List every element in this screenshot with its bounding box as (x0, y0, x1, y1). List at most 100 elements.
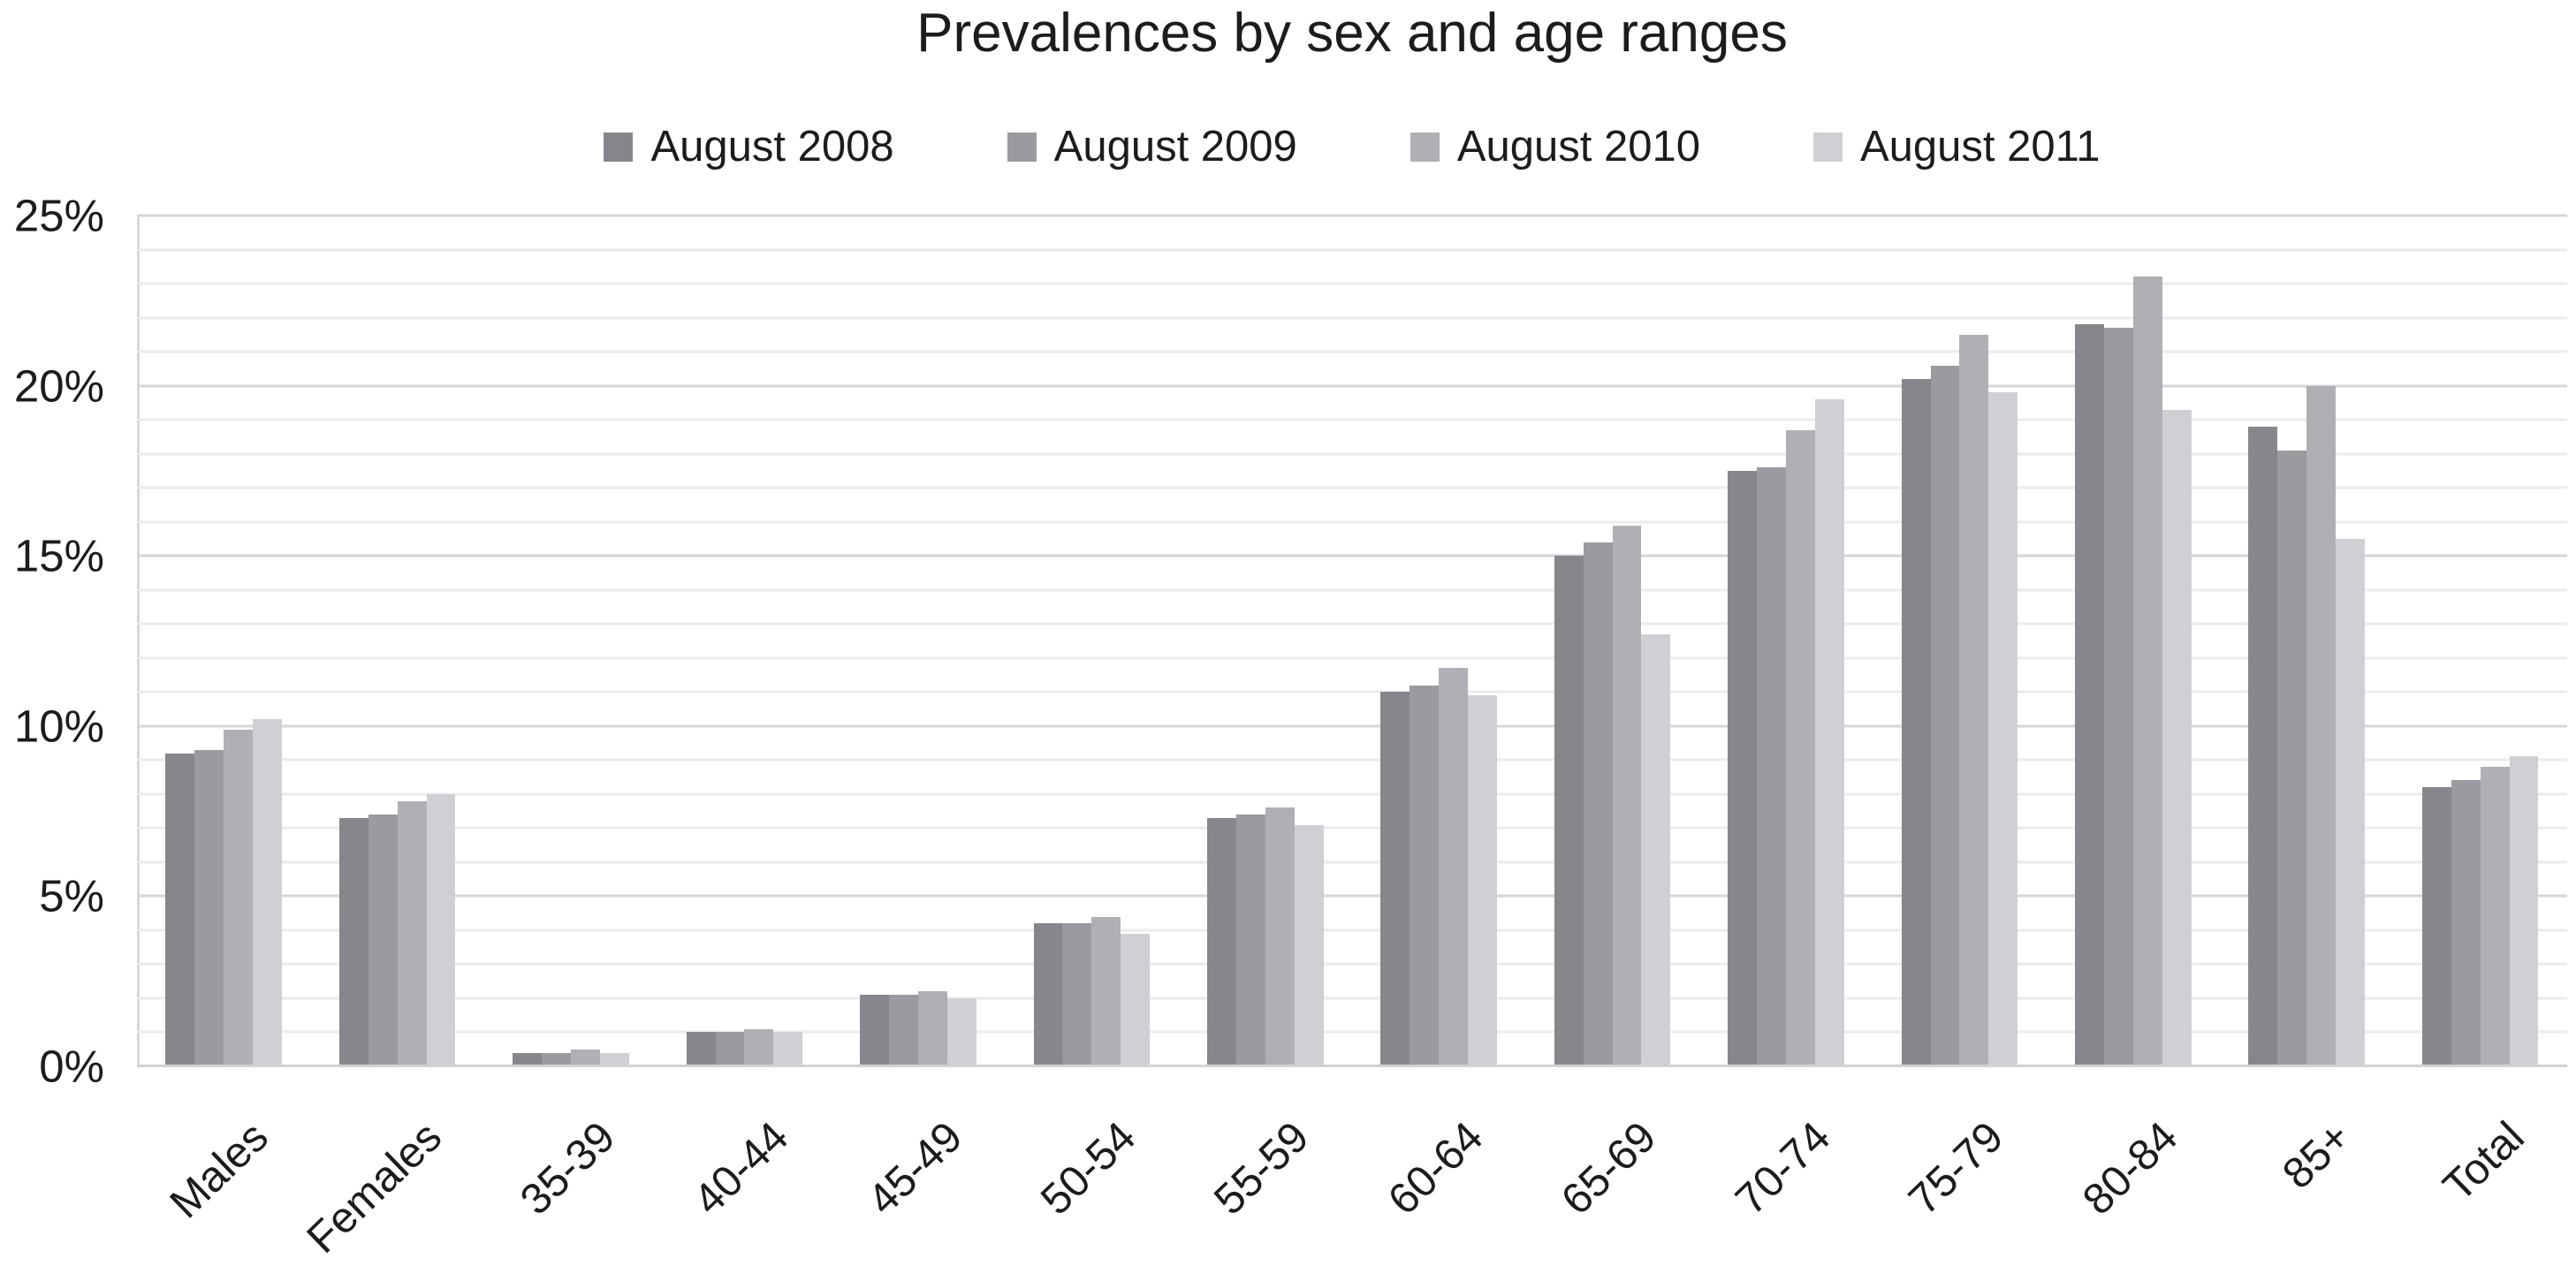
major-gridline-15pct (137, 554, 2567, 557)
bars-50-54 (1033, 216, 1151, 1066)
bars-55-59 (1206, 216, 1324, 1066)
bar-august-2008-75-79 (1901, 378, 1931, 1066)
x-tick-label-60-64: 60-64 (1379, 1112, 1493, 1224)
legend-item-august-2009: August 2009 (1007, 122, 1297, 171)
x-tick-label-35-39: 35-39 (511, 1112, 625, 1224)
bar-august-2008-80-84 (2075, 324, 2104, 1066)
x-tick-label-70-74: 70-74 (1726, 1112, 1840, 1224)
y-tick-label-25pct: 25% (13, 190, 104, 241)
bar-group-total: Total (2393, 216, 2566, 1210)
bar-august-2010-45-49 (917, 991, 947, 1066)
x-tick-label-50-54: 50-54 (1031, 1112, 1145, 1224)
x-tick-label-total: Total (2434, 1112, 2534, 1211)
bar-group-65-69: 65-69 (1525, 216, 1698, 1224)
legend: August 2008 August 2009 August 2010 August … (137, 122, 2567, 171)
x-tick-label-45-49: 45-49 (858, 1112, 972, 1224)
bar-august-2008-females (338, 817, 369, 1066)
bar-august-2009-40-44 (715, 1032, 745, 1066)
bar-august-2009-75-79 (1930, 365, 1960, 1066)
bar-group-60-64: 60-64 (1352, 216, 1525, 1224)
bar-group-males: Males (137, 216, 310, 1227)
minor-gridline-6pct (137, 860, 2567, 864)
bar-august-2011-70-74 (1814, 399, 1844, 1066)
bar-august-2011-total (2509, 756, 2539, 1066)
bar-august-2010-35-39 (571, 1049, 600, 1066)
bar-august-2009-35-39 (542, 1052, 572, 1066)
x-tick-label-females: Females (298, 1112, 451, 1263)
x-tick-label-males: Males (160, 1112, 277, 1228)
legend-item-august-2011: August 2011 (1812, 122, 2101, 171)
legend-item-august-2008: August 2008 (604, 122, 894, 171)
y-axis-tick-labels: 0% 5% 10% 15% 20% 25% (0, 191, 104, 1092)
bar-august-2009-45-49 (888, 995, 918, 1066)
bar-august-2008-45-49 (860, 995, 889, 1066)
bar-august-2009-80-84 (2103, 328, 2133, 1066)
legend-swatch-icon (604, 132, 634, 162)
plot-area: Males Females 35-39 40-44 45-49 50-54 55-59 60-… (137, 214, 2567, 1262)
bar-august-2010-females (397, 800, 427, 1066)
bar-august-2011-females (426, 793, 456, 1066)
bar-august-2008-70-74 (1728, 470, 1758, 1066)
bar-group-females: Females (298, 216, 483, 1262)
bar-august-2009-total (2451, 780, 2481, 1066)
legend-swatch-icon (1007, 132, 1037, 162)
minor-gridline-2pct (137, 997, 2567, 1000)
bars-65-69 (1554, 216, 1671, 1066)
bar-august-2010-40-44 (744, 1028, 774, 1066)
bar-august-2008-50-54 (1033, 923, 1063, 1066)
bar-august-2011-60-64 (1468, 695, 1497, 1066)
bar-group-55-59: 55-59 (1179, 216, 1352, 1224)
x-tick-label-65-69: 65-69 (1553, 1112, 1666, 1224)
bars-40-44 (686, 216, 803, 1066)
bar-august-2011-85- (2336, 538, 2366, 1066)
minor-gridline-8pct (137, 792, 2567, 796)
minor-gridline-17pct (137, 486, 2567, 489)
legend-label: August 2011 (1859, 123, 2101, 171)
bar-august-2009-65-69 (1583, 542, 1613, 1066)
bar-august-2011-45-49 (946, 997, 976, 1066)
minor-gridline-18pct (137, 452, 2567, 456)
bar-august-2011-80-84 (2162, 409, 2192, 1066)
bar-group-35-39: 35-39 (484, 216, 657, 1224)
bar-august-2009-60-64 (1410, 685, 1440, 1066)
bar-august-2009-85- (2277, 450, 2307, 1066)
bar-august-2010-50-54 (1091, 916, 1121, 1066)
legend-label: August 2009 (1053, 123, 1297, 171)
minor-gridline-23pct (137, 282, 2567, 285)
major-gridline-25pct (137, 214, 2567, 217)
bar-august-2010-65-69 (1612, 525, 1642, 1066)
bar-august-2010-60-64 (1439, 668, 1469, 1066)
bar-august-2010-70-74 (1785, 429, 1815, 1066)
bar-group-85-: 85+ (2220, 216, 2393, 1198)
bar-groups: Males Females 35-39 40-44 45-49 50-54 55-59 60-… (137, 216, 2567, 1262)
minor-gridline-4pct (137, 929, 2567, 932)
bar-august-2009-males (194, 749, 224, 1066)
major-gridline-10pct (137, 724, 2567, 728)
bar-august-2010-85- (2306, 385, 2337, 1066)
bar-august-2008-65-69 (1554, 556, 1584, 1066)
bar-august-2009-50-54 (1062, 923, 1092, 1066)
bar-august-2010-75-79 (1959, 334, 1989, 1066)
bar-august-2010-total (2480, 767, 2510, 1066)
major-gridline-5pct (137, 894, 2567, 898)
bars-females (338, 216, 456, 1066)
bar-august-2011-35-39 (599, 1052, 629, 1066)
y-tick-label-0pct: 0% (39, 1041, 104, 1092)
x-tick-label-40-44: 40-44 (685, 1112, 798, 1224)
bars-60-64 (1380, 216, 1497, 1066)
minor-gridline-11pct (137, 690, 2567, 694)
minor-gridline-14pct (137, 588, 2567, 592)
minor-gridline-16pct (137, 520, 2567, 524)
major-gridline-20pct (137, 384, 2567, 388)
bar-august-2011-65-69 (1641, 633, 1671, 1066)
bars-total (2421, 216, 2539, 1066)
bar-august-2010-males (224, 729, 254, 1066)
bar-august-2008-85- (2248, 426, 2278, 1066)
x-tick-label-85-: 85+ (2274, 1112, 2360, 1199)
minor-gridline-19pct (137, 418, 2567, 421)
bar-august-2009-females (368, 814, 398, 1066)
minor-gridline-22pct (137, 316, 2567, 320)
bars-85- (2248, 216, 2366, 1066)
bar-august-2010-80-84 (2132, 277, 2162, 1066)
bar-group-50-54: 50-54 (1005, 216, 1178, 1224)
